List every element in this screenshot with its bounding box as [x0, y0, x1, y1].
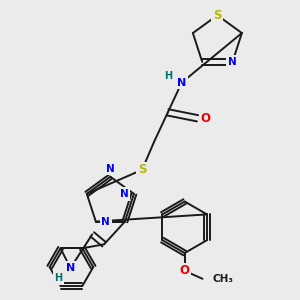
Text: H: H — [55, 273, 63, 283]
Text: N: N — [120, 189, 128, 199]
Text: N: N — [106, 164, 115, 174]
Text: S: S — [138, 163, 146, 176]
Text: N: N — [177, 78, 186, 88]
Text: N: N — [101, 217, 110, 226]
Text: O: O — [200, 112, 211, 125]
Text: H: H — [164, 71, 172, 81]
Text: CH₃: CH₃ — [212, 274, 233, 284]
Text: S: S — [213, 9, 222, 22]
Text: O: O — [180, 264, 190, 278]
Text: N: N — [66, 263, 75, 273]
Text: N: N — [228, 57, 237, 67]
